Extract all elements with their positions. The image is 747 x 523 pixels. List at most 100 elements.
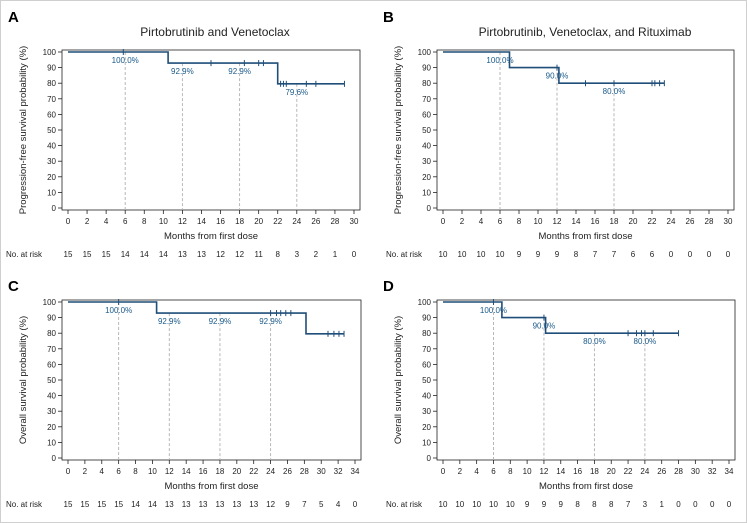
panel-b-at-risk-value: 10 xyxy=(477,250,486,259)
panel-d-xtick-label: 2 xyxy=(458,467,463,476)
panel-c-ytick-label: 100 xyxy=(43,298,57,307)
panel-a-xtick-label: 10 xyxy=(159,217,168,226)
panel-d-km-curve xyxy=(443,301,679,334)
panel-a-annotation: 92.9% xyxy=(228,67,251,76)
panel-a-at-risk-value: 14 xyxy=(121,250,130,259)
panel-c-xtick-label: 2 xyxy=(83,467,88,476)
panel-b-ytick-label: 30 xyxy=(422,157,431,166)
panel-c-xtick-label: 10 xyxy=(148,467,157,476)
panel-a-xtick-label: 26 xyxy=(311,217,320,226)
panel-d-ytick-label: 10 xyxy=(422,438,431,447)
panel-b-at-risk-value: 0 xyxy=(669,250,674,259)
panel-d-annotation: 80.0% xyxy=(583,337,606,346)
panel-a-annotation: 92.9% xyxy=(171,67,194,76)
panel-a-xtick-label: 28 xyxy=(330,217,339,226)
panel-a-xtick-label: 12 xyxy=(178,217,187,226)
panel-a-ytick-label: 0 xyxy=(52,204,57,213)
panel-c-at-risk-value: 5 xyxy=(319,500,324,509)
panel-c-xtick-label: 18 xyxy=(215,467,224,476)
panel-c-ytick-label: 70 xyxy=(47,345,56,354)
panel-b-xtick-label: 18 xyxy=(610,217,619,226)
panel-c-km-curve xyxy=(68,301,344,335)
panel-a-ytick-label: 10 xyxy=(47,188,56,197)
panel-b-xtick-label: 6 xyxy=(498,217,503,226)
panel-a-xtick-label: 4 xyxy=(104,217,109,226)
panel-d-at-risk-value: 9 xyxy=(542,500,547,509)
panel-d-xtick-label: 10 xyxy=(523,467,532,476)
panel-a-plot-frame xyxy=(61,49,361,211)
panel-b-at-risk-value: 0 xyxy=(726,250,731,259)
panel-c-annotation: 92.9% xyxy=(209,317,232,326)
panel-a-xtick-label: 18 xyxy=(235,217,244,226)
panel-b-at-risk-value: 0 xyxy=(688,250,693,259)
panel-b-xtick-label: 14 xyxy=(572,217,581,226)
panel-b-annotation: 80.0% xyxy=(603,87,626,96)
panel-d-at-risk-label: No. at risk xyxy=(386,500,423,509)
panel-c-xtick-label: 0 xyxy=(66,467,71,476)
panel-d-xtick-label: 32 xyxy=(708,467,717,476)
panel-d-at-risk-value: 8 xyxy=(609,500,614,509)
panel-a-ytick-label: 30 xyxy=(47,157,56,166)
panel-d-at-risk-value: 1 xyxy=(659,500,664,509)
panel-c-at-risk-value: 13 xyxy=(199,500,208,509)
panel-c-at-risk-value: 4 xyxy=(336,500,341,509)
panel-a-ytick-label: 70 xyxy=(47,95,56,104)
panel-a-xtick-label: 20 xyxy=(254,217,263,226)
panel-d-ytick-label: 20 xyxy=(422,423,431,432)
panel-d-xtick-label: 26 xyxy=(657,467,666,476)
panel-a-at-risk-value: 2 xyxy=(314,250,319,259)
panel-a-at-risk-value: 15 xyxy=(102,250,111,259)
panel-b-at-risk-value: 7 xyxy=(593,250,598,259)
panel-d-xtick-label: 14 xyxy=(556,467,565,476)
panel-b-plot-frame xyxy=(436,49,735,211)
panel-c-at-risk-value: 15 xyxy=(64,500,73,509)
panel-d-ytick-label: 80 xyxy=(422,329,431,338)
panel-c-at-risk-value: 13 xyxy=(232,500,241,509)
panel-a-xtick-label: 24 xyxy=(292,217,301,226)
panel-d-at-risk-value: 8 xyxy=(575,500,580,509)
panel-a-annotation: 79.6% xyxy=(285,88,308,97)
panel-a-xtick-label: 14 xyxy=(197,217,206,226)
panel-d-at-risk-value: 10 xyxy=(489,500,498,509)
panel-d-at-risk-value: 7 xyxy=(626,500,631,509)
panel-c-xtick-label: 32 xyxy=(334,467,343,476)
panel-a-ytick-label: 40 xyxy=(47,142,56,151)
panel-d-at-risk-value: 10 xyxy=(472,500,481,509)
panel-d-at-risk-value: 9 xyxy=(525,500,530,509)
panel-c-ytick-label: 90 xyxy=(47,314,56,323)
panel-d-at-risk-value: 0 xyxy=(710,500,715,509)
panel-c-ytick-label: 10 xyxy=(47,438,56,447)
panel-d-at-risk-value: 0 xyxy=(676,500,681,509)
panel-c-ytick-label: 60 xyxy=(47,360,56,369)
panel-c-at-risk-value: 0 xyxy=(353,500,358,509)
panel-a-ytick-label: 60 xyxy=(47,110,56,119)
panel-b-xlabel: Months from first dose xyxy=(539,231,633,242)
panel-d-ytick-label: 50 xyxy=(422,376,431,385)
panel-c-annotation: 92.9% xyxy=(259,317,282,326)
panel-d-ytick-label: 90 xyxy=(422,314,431,323)
panel-b-ytick-label: 100 xyxy=(418,48,432,57)
panel-a-xtick-label: 2 xyxy=(85,217,90,226)
panel-d-at-risk-value: 0 xyxy=(693,500,698,509)
panel-c-xtick-label: 16 xyxy=(199,467,208,476)
panel-c-xtick-label: 28 xyxy=(300,467,309,476)
panel-b-at-risk-value: 0 xyxy=(707,250,712,259)
panel-a-at-risk-value: 8 xyxy=(276,250,281,259)
panel-c-ytick-label: 80 xyxy=(47,329,56,338)
panel-d-xtick-label: 18 xyxy=(590,467,599,476)
panel-c-ytick-label: 30 xyxy=(47,407,56,416)
panel-d-at-risk-value: 9 xyxy=(559,500,564,509)
panel-a-xtick-label: 6 xyxy=(123,217,128,226)
panel-d-annotation: 100.0% xyxy=(480,306,507,315)
panel-d-xtick-label: 6 xyxy=(491,467,496,476)
panel-b-ytick-label: 50 xyxy=(422,126,431,135)
panel-c-xtick-label: 24 xyxy=(266,467,275,476)
panel-a-ytick-label: 100 xyxy=(43,48,57,57)
panel-b-ytick-label: 70 xyxy=(422,95,431,104)
panel-c-at-risk-value: 13 xyxy=(215,500,224,509)
panel-a-xtick-label: 30 xyxy=(350,217,359,226)
panel-c-xtick-label: 8 xyxy=(133,467,138,476)
panel-c-xlabel: Months from first dose xyxy=(165,481,259,492)
panel-c-at-risk-value: 13 xyxy=(182,500,191,509)
